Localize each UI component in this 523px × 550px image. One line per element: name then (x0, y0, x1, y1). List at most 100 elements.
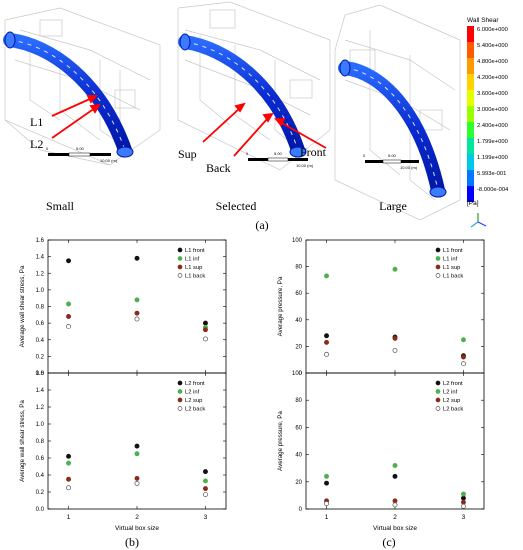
legend-entry: L1 back (185, 274, 205, 280)
y-tick-label: 0.6 (36, 321, 45, 327)
x-tick-label: 2 (393, 514, 397, 521)
legend-marker (435, 247, 441, 253)
legend-marker (177, 247, 183, 253)
legend-entry: L1 inf (443, 257, 458, 263)
legend-marker (435, 380, 441, 386)
legend-title: Wall Shear (467, 17, 499, 24)
legend-value: 1.799e+000 (477, 139, 508, 145)
legend-value: 5.993e-001 (477, 171, 506, 177)
legend-marker (435, 264, 441, 270)
svg-text:0: 0 (46, 146, 49, 151)
data-point (134, 481, 140, 486)
legend-value: 2.400e+000 (477, 123, 508, 129)
svg-text:5.00: 5.00 (76, 146, 85, 151)
data-point (66, 301, 71, 307)
data-point (203, 336, 208, 342)
data-point (324, 480, 329, 486)
chart-b-top: 0.0 0.2 0.4 0.6 0.8 1.0 1.2 1.4 1.6 Average wall … (19, 238, 227, 377)
data-point (461, 361, 466, 367)
data-point (66, 476, 71, 482)
data-point (66, 485, 71, 491)
data-point (392, 502, 398, 508)
legend-marker (177, 389, 183, 394)
y-tick-label: 0.2 (36, 354, 45, 360)
data-point (134, 255, 140, 261)
label-back: Back (206, 161, 231, 175)
legend-swatch (467, 106, 474, 122)
svg-text:5.00: 5.00 (388, 153, 397, 158)
y-tick-label: 80 (295, 265, 302, 271)
y-tick-label: 40 (295, 318, 302, 324)
legend-entry: L1 back (443, 274, 463, 280)
legend-entry: L2 inf (443, 390, 458, 396)
data-point (324, 333, 329, 339)
label-large: Large (379, 199, 407, 213)
y-tick-label: 1.6 (36, 238, 45, 244)
legend-value: 6.000e+000 (477, 27, 508, 33)
legend-swatch (467, 58, 474, 74)
chart-c-bottom: 0 20 40 60 80 100 1 2 3 Virtual box size Average p… (277, 371, 485, 532)
color-legend: Wall Shear 6.000e+000 5.400e+000 4.800e+00… (467, 17, 509, 207)
data-point (461, 495, 466, 501)
legend-value: 3.000e+000 (477, 107, 508, 113)
legend-swatch (467, 170, 474, 186)
y-tick-label: 1.4 (36, 255, 45, 261)
caption-c: (c) (382, 535, 395, 549)
y-tick-label: 0.8 (36, 439, 45, 445)
data-point (134, 297, 140, 303)
x-tick-label: 1 (325, 514, 329, 521)
label-sup: Sup (178, 147, 197, 161)
legend-swatch (467, 186, 474, 202)
x-tick-label: 3 (462, 514, 466, 521)
svg-text:0: 0 (246, 151, 249, 156)
legend-marker (435, 389, 441, 394)
data-point (324, 351, 329, 357)
data-point (392, 473, 398, 479)
data-point (461, 354, 466, 360)
data-point (203, 320, 208, 326)
chart-b-bottom: 0.0 0.2 0.4 0.6 0.8 1.0 1.2 1.4 1.6 1 2 3 Virtual bo… (19, 371, 227, 532)
legend-entry: L1 inf (185, 257, 200, 263)
data-point (324, 339, 329, 345)
y-tick-label: 1.0 (36, 288, 45, 294)
legend-marker (177, 406, 183, 411)
legend-value: 3.600e+000 (477, 91, 508, 97)
x-tick-label: 1 (67, 514, 71, 521)
data-point (66, 323, 71, 329)
svg-text:0: 0 (363, 153, 366, 158)
y-tick-label: 1.2 (36, 405, 45, 411)
y-axis-label: Average pressure, Pa (277, 276, 284, 336)
legend-swatch (467, 138, 474, 154)
label-l1: L1 (30, 115, 43, 129)
data-point (203, 478, 208, 484)
data-point (66, 460, 71, 466)
data-point (461, 491, 466, 497)
y-tick-label: 20 (295, 344, 302, 350)
legend-value: 4.800e+000 (477, 59, 508, 65)
y-tick-label: 0.6 (36, 456, 45, 462)
legend-marker (435, 406, 441, 411)
y-tick-label: 100 (292, 371, 303, 377)
legend-marker (177, 264, 183, 270)
axis-triad-icon (470, 213, 487, 228)
legend-value: 5.400e+000 (477, 43, 508, 49)
legend-unit: [Pa] (467, 200, 479, 207)
x-axis-label: Virtual box size (115, 525, 159, 532)
x-tick-label: 2 (135, 514, 139, 521)
model-small (3, 7, 161, 166)
legend-value: 4.200e+000 (477, 75, 508, 81)
plot-frame (305, 239, 485, 374)
caption-a: (a) (255, 218, 268, 232)
data-point (134, 316, 140, 322)
y-tick-label: 80 (295, 398, 302, 404)
y-tick-label: 1.4 (36, 388, 45, 394)
data-point (461, 337, 466, 343)
data-point (203, 492, 208, 497)
svg-text:10.00 (m): 10.00 (m) (100, 158, 118, 163)
legend-marker (435, 273, 441, 278)
legend-entry: L2 front (185, 381, 205, 387)
plot-frame (305, 372, 485, 510)
y-tick-label: 40 (295, 453, 302, 459)
legend-entry: L1 front (443, 248, 463, 254)
legend-value: 1.199e+000 (477, 155, 508, 161)
